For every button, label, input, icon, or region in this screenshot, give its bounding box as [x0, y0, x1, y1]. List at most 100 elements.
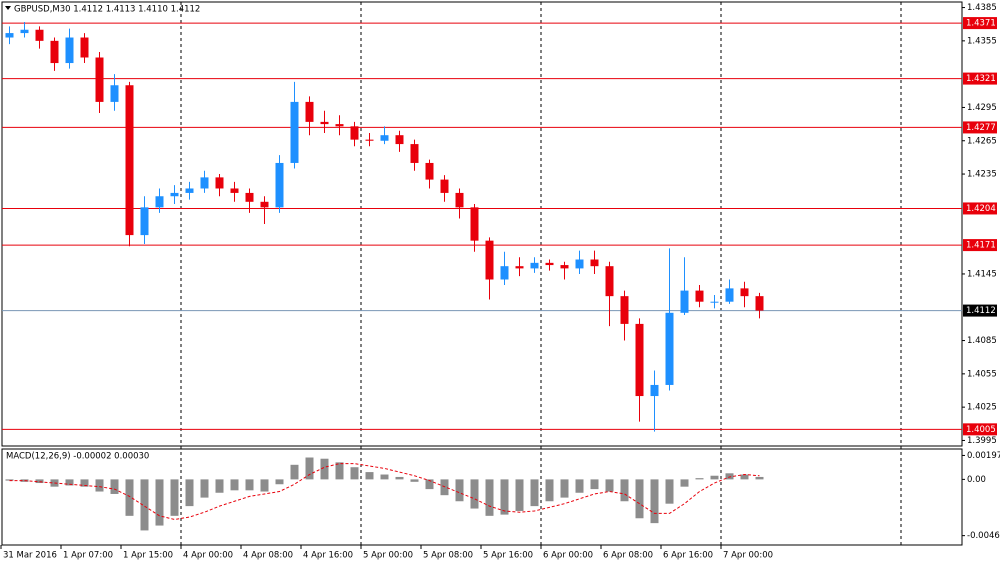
y-tick-label: 1.3995 — [967, 436, 997, 446]
level-tag — [963, 121, 997, 134]
price-panel — [1, 1, 963, 447]
macd-bar — [620, 479, 629, 502]
candle-body — [695, 290, 704, 302]
macd-bar — [35, 479, 44, 484]
macd-bar — [305, 457, 314, 480]
macd-bar — [485, 479, 494, 516]
macd-bar — [245, 479, 254, 491]
candle-body — [380, 135, 389, 141]
macd-bar — [335, 462, 344, 480]
x-tick-label: 5 Apr 16:00 — [483, 551, 533, 561]
macd-bar — [605, 479, 614, 492]
macd-bar — [710, 475, 719, 480]
y-tick-label: 0.00197 — [967, 451, 1000, 461]
level-tag — [963, 423, 997, 436]
candle-body — [365, 139, 374, 141]
current-price-label: 1.4112 — [966, 306, 996, 316]
candle-body — [80, 37, 89, 58]
y-tick-label: 1.4295 — [967, 103, 997, 113]
candle-body — [305, 101, 314, 122]
macd-bar — [5, 479, 14, 481]
x-tick-label: 5 Apr 00:00 — [363, 551, 413, 561]
candle-body — [395, 135, 404, 145]
macd-bar — [80, 479, 89, 487]
candle-body — [5, 33, 14, 38]
candle-body — [605, 266, 614, 297]
signal-line — [9, 463, 760, 520]
macd-bar — [200, 479, 209, 498]
y-tick-label: -0.00463 — [967, 531, 1000, 541]
level-tag — [963, 72, 997, 85]
macd-bar — [515, 479, 524, 511]
macd-bar — [110, 479, 119, 494]
candle-body — [650, 384, 659, 397]
candle-body — [125, 85, 134, 236]
candle-body — [485, 240, 494, 280]
candle-body — [320, 121, 329, 125]
macd-bar — [290, 464, 299, 480]
level-label: 1.4277 — [966, 123, 996, 133]
x-tick-label: 31 Mar 2016 — [3, 551, 57, 561]
candle-body — [470, 207, 479, 241]
macd-bar — [65, 479, 74, 486]
macd-bar — [755, 476, 764, 480]
macd-bar — [380, 474, 389, 480]
y-tick-label: 1.4355 — [967, 36, 997, 46]
candle-body — [335, 124, 344, 127]
macd-bar — [740, 474, 749, 480]
macd-bar — [410, 479, 419, 482]
y-tick-label: 1.4145 — [967, 269, 997, 279]
macd-bar — [545, 479, 554, 502]
macd-bar — [440, 479, 449, 496]
y-tick-label: 0.00 — [967, 475, 986, 485]
x-tick-label: 5 Apr 08:00 — [423, 551, 473, 561]
y-tick-label: 1.4055 — [967, 369, 997, 379]
macd-bar — [230, 479, 239, 491]
macd-bar — [155, 479, 164, 526]
candle-body — [155, 196, 164, 208]
candle-body — [560, 265, 569, 269]
level-label: 1.4204 — [966, 204, 996, 214]
macd-bar — [635, 479, 644, 519]
macd-bar — [725, 473, 734, 480]
macd-bar — [125, 479, 134, 516]
macd-bar — [365, 472, 374, 480]
candle-body — [200, 177, 209, 189]
y-tick-label: 1.4385 — [967, 3, 997, 13]
candle-body — [530, 262, 539, 269]
candle-body — [215, 177, 224, 189]
candle-body — [575, 259, 584, 269]
macd-bar — [185, 479, 194, 507]
chart-title: GBPUSD,M30 1.4112 1.4113 1.4110 1.4112 — [14, 5, 200, 15]
candle-body — [245, 192, 254, 202]
candle-body — [350, 126, 359, 140]
x-tick-label: 4 Apr 16:00 — [303, 551, 353, 561]
macd-bar — [695, 478, 704, 480]
candle-body — [65, 37, 74, 64]
macd-bar — [170, 479, 179, 516]
candle-body — [455, 192, 464, 208]
candle-body — [620, 296, 629, 324]
candle-body — [410, 144, 419, 163]
y-tick-label: 1.4025 — [967, 403, 997, 413]
macd-bar — [500, 479, 509, 515]
menu-triangle — [5, 6, 11, 10]
macd-bar — [395, 476, 404, 480]
macd-panel — [1, 448, 963, 546]
candle-body — [50, 40, 59, 64]
candle-body — [35, 29, 44, 41]
candle-body — [230, 188, 239, 193]
candle-body — [665, 312, 674, 385]
macd-bar — [470, 479, 479, 509]
macd-title: MACD(12,26,9) -0.00002 0.00030 — [6, 452, 149, 462]
candle-body — [500, 266, 509, 280]
level-tag — [963, 239, 997, 252]
x-tick-label: 1 Apr 07:00 — [63, 551, 113, 561]
candle-body — [260, 201, 269, 208]
level-tag — [963, 17, 997, 30]
macd-bar — [650, 479, 659, 524]
candle-body — [275, 162, 284, 208]
current-price-tag — [963, 304, 997, 317]
macd-bar — [350, 467, 359, 480]
